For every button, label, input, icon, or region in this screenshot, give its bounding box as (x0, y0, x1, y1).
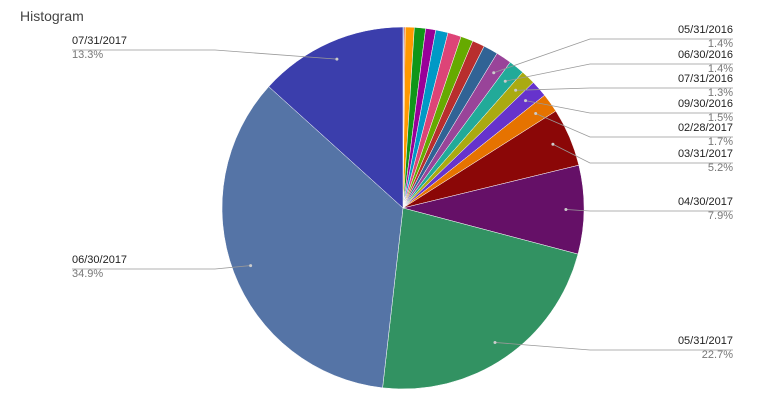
slice-label: 06/30/2016 (678, 49, 733, 61)
slice-value-label: 34.9% (72, 268, 103, 280)
leader-dot (492, 71, 496, 75)
slice-value-label: 1.4% (708, 63, 733, 75)
leader-line (565, 209, 733, 212)
slice-value-label: 1.7% (708, 136, 733, 148)
leader-dot (564, 208, 568, 212)
leader-line (552, 143, 733, 164)
leader-line (535, 113, 733, 138)
slice-value-label: 5.2% (708, 162, 733, 174)
leader-dot (551, 142, 555, 146)
slice-label: 05/31/2017 (678, 335, 733, 347)
leader-line (72, 265, 251, 270)
pie-slice (268, 26, 404, 209)
leader-line (525, 100, 733, 114)
pie-slice (382, 207, 579, 390)
slice-label: 06/30/2017 (72, 254, 127, 266)
slice-value-label: 1.3% (708, 87, 733, 99)
slice-label: 02/28/2017 (678, 122, 733, 134)
slice-label: 03/31/2017 (678, 148, 733, 160)
leader-dot (493, 340, 497, 344)
leader-dot (249, 264, 253, 268)
leader-dot (514, 88, 518, 92)
pie-slice (402, 164, 585, 255)
leader-line (505, 63, 733, 82)
slice-value-label: 1.4% (708, 38, 733, 50)
slice-value-label: 7.9% (708, 210, 733, 222)
leader-line (515, 87, 733, 91)
slice-label: 09/30/2016 (678, 98, 733, 110)
leader-dot (534, 111, 538, 115)
leader-line (493, 38, 733, 74)
slice-value-label: 22.7% (702, 349, 733, 361)
pie-slice (221, 86, 404, 389)
slice-value-label: 13.3% (72, 49, 103, 61)
leader-dot (335, 57, 339, 61)
leader-line (494, 342, 733, 351)
leader-line (72, 49, 337, 60)
chart-title: Histogram (20, 8, 84, 24)
leader-dot (503, 79, 507, 83)
leader-dot (524, 99, 528, 103)
slice-label: 04/30/2017 (678, 196, 733, 208)
slice-value-label: 1.5% (708, 112, 733, 124)
slice-label: 07/31/2017 (72, 35, 127, 47)
slice-label: 05/31/2016 (678, 24, 733, 36)
slice-label: 07/31/2016 (678, 73, 733, 85)
